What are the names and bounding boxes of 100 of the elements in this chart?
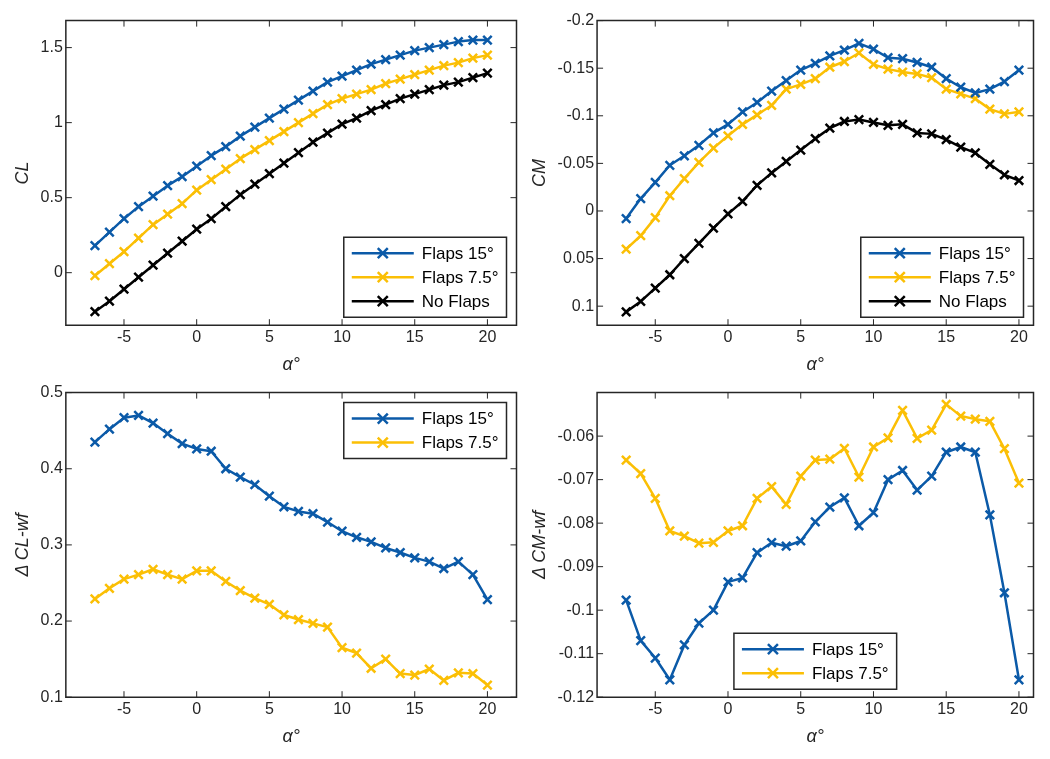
point [809,73,821,85]
point [162,428,174,440]
legend-label: Flaps 15° [421,409,494,429]
point [722,208,734,220]
x-tick-label: 20 [478,700,497,718]
point [380,653,392,665]
point [481,594,493,606]
point [147,219,159,231]
point [707,142,719,154]
point [89,270,101,282]
point [620,454,632,466]
point [278,501,290,513]
x-axis-title: α° [282,726,300,747]
point [263,490,275,502]
point [795,78,807,90]
y-tick-label: 0 [585,201,595,219]
y-tick-label: 0.5 [40,383,63,401]
point [809,133,821,145]
point [147,259,159,271]
point [351,64,363,76]
point [103,258,115,270]
point [147,417,159,429]
point [809,454,821,466]
point [234,471,246,483]
point [191,184,203,196]
point [234,153,246,165]
x-tick-label: 10 [333,328,352,346]
point [351,647,363,659]
point [191,565,203,577]
point [780,83,792,95]
point [911,432,923,444]
point [664,190,676,202]
point [103,226,115,238]
point [867,116,879,128]
y-axis-title: CL [11,161,32,185]
point [897,118,909,130]
x-tick-label: 0 [723,328,733,346]
point [423,64,435,76]
point [635,468,647,480]
point [118,412,130,424]
point [118,573,130,585]
point [838,44,850,56]
point [438,60,450,72]
y-tick-label: 0.1 [40,687,63,705]
point [693,237,705,249]
point [882,52,894,64]
y-tick-label: -0.07 [557,470,595,488]
x-axis-title: α° [806,354,825,375]
point [292,94,304,106]
point [707,127,719,139]
point [722,130,734,142]
point [336,118,348,130]
x-tick-label: 10 [864,700,883,718]
point [394,547,406,559]
point [897,465,909,476]
point [853,471,865,483]
x-tick-label: 20 [1010,328,1028,346]
legend-label: Flaps 7.5° [811,663,889,683]
point [263,112,275,124]
y-tick-label: 0.3 [40,535,63,553]
x-tick-label: 20 [1010,700,1028,718]
point [940,134,952,146]
point [249,178,261,190]
point [897,66,909,78]
point [263,135,275,147]
point [423,556,435,568]
point [307,617,319,629]
point [824,122,836,134]
point [1013,175,1025,187]
point [853,37,865,49]
y-tick-label: -0.1 [566,600,595,618]
point [693,617,705,629]
point [707,604,719,616]
x-tick-label: 15 [937,328,956,346]
point [897,53,909,65]
point [380,542,392,554]
point [911,56,923,68]
point [911,127,923,139]
point [191,160,203,172]
point [278,609,290,621]
point [481,67,493,79]
point [409,69,421,81]
legend-label: Flaps 15° [938,243,1011,263]
point [380,78,392,90]
point [205,445,217,457]
point [133,569,145,581]
point [766,167,778,179]
point [452,76,464,88]
point [220,463,232,475]
point [751,109,763,121]
y-tick-label: 0.5 [40,188,63,206]
point [176,438,188,450]
point [620,213,632,225]
point [438,79,450,91]
point [394,668,406,680]
point [249,144,261,156]
point [176,573,188,585]
point [911,68,923,80]
point [940,446,952,458]
point [103,582,115,594]
